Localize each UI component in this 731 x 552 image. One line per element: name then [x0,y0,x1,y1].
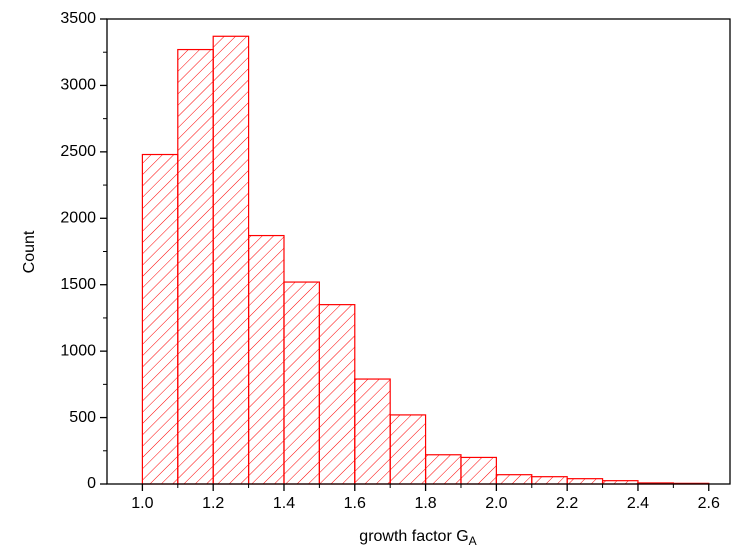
y-tick-label: 500 [69,409,96,426]
y-tick-label: 2500 [60,143,96,160]
x-axis-label: growth factor GA [359,528,476,548]
y-axis-label: Count [21,230,38,273]
bar [566,478,604,485]
y-tick-label: 3500 [60,10,96,27]
bar [247,234,285,485]
x-tick-label: 2.6 [698,495,720,512]
x-tick-label: 2.0 [485,495,507,512]
y-tick-label: 2000 [60,210,96,227]
x-tick-label: 1.8 [414,495,436,512]
bar [318,304,356,485]
x-tick-label: 1.0 [131,495,153,512]
bar [283,281,320,485]
x-tick-label: 1.4 [273,495,295,512]
x-tick-label: 2.2 [556,495,578,512]
x-tick-label: 1.6 [344,495,366,512]
bar [354,378,391,485]
bar [141,153,179,485]
y-tick-label: 3000 [60,77,96,94]
y-tick-label: 0 [87,475,96,492]
bar [177,48,214,485]
y-tick-label: 1500 [60,276,96,293]
bar [424,454,462,485]
y-tick-label: 1000 [60,342,96,359]
bar [389,414,427,485]
bar [495,474,533,485]
bar [460,456,497,485]
x-tick-label: 1.2 [202,495,224,512]
bar [212,35,250,485]
x-tick-label: 2.4 [627,495,649,512]
bar [531,476,568,485]
